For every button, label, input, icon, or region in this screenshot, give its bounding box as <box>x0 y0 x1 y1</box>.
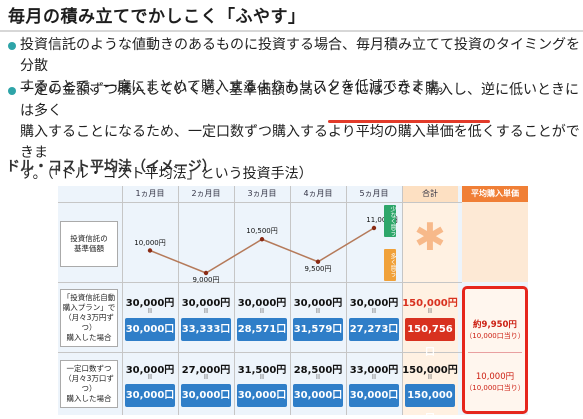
bullet-2-line-3: す。（「ドル・コスト平均法」という投資手法） <box>20 166 313 182</box>
plan-b-total-units: 150,000口 <box>405 384 455 419</box>
plan-a-units-1: 30,000口 <box>125 318 175 341</box>
plan-a-units-5: 27,273口 <box>349 318 399 341</box>
average-price-box <box>462 286 528 414</box>
month-header-2: 2ヵ月目 <box>191 189 221 198</box>
average-divider <box>468 352 522 353</box>
plan-a-eq-2: II <box>203 307 209 315</box>
plan-b-eq-1: II <box>147 373 153 381</box>
plan-a-eq-3: II <box>259 307 265 315</box>
plan-a-amount-2: 30,000円 <box>181 298 231 309</box>
plan-a-amount-1: 30,000円 <box>125 298 175 309</box>
bullet-2-line-2c: ことができま <box>20 124 580 161</box>
plan-b-units-3: 30,000口 <box>237 384 287 407</box>
plan-b-eq-5: II <box>371 373 377 381</box>
grid-line-v2 <box>178 186 179 415</box>
plan-b-eq-3: II <box>259 373 265 381</box>
total-header: 合計 <box>402 186 458 202</box>
plan-a-eq-1: II <box>147 307 153 315</box>
plan-b-average-sub: （10,000口当り） <box>465 384 525 392</box>
grid-line-v1 <box>122 186 123 415</box>
price-marker-1 <box>147 248 153 253</box>
plan-a-total-units: 150,756口 <box>405 318 455 358</box>
emphasis-underline <box>328 120 490 123</box>
plan-b-eq-2: II <box>203 373 209 381</box>
row-label-plan-a: 「投資信託自動 購入プラン」で （月々3万円ずつ） 購入した場合 <box>60 289 118 347</box>
plan-a-units-2: 33,333口 <box>181 318 231 341</box>
month-header-3: 3ヵ月目 <box>247 189 277 198</box>
grid-line-h1 <box>58 202 462 203</box>
plan-b-units-4: 30,000口 <box>293 384 343 407</box>
price-label-2: 9,000円 <box>192 276 220 284</box>
bullet-1-line-2: することで、一度にまとめて購入するよりもリスクを低減できます。 <box>20 79 452 95</box>
bullet-text-1: 投資信託のような値動きのあるものに投資する場合、毎月積み立てて投資のタイミングを… <box>20 35 583 98</box>
bullet-2-line-2: 購入することになるため、一定口数ずつ購入するより平均の購入単価を低くすることがで… <box>20 122 583 164</box>
bullet-text-2: 一定の金額ずつ購入していくと、基準価額の高いときには少なく購入し、逆に低いときに… <box>20 80 583 185</box>
bullet-dot-2 <box>8 87 16 95</box>
section-title: ドル・コスト平均法（イメージ） <box>6 159 216 175</box>
plan-b-average: 10,000円 <box>475 372 515 382</box>
avg-column-upper-bg <box>462 202 528 282</box>
plan-b-amount-1: 30,000円 <box>125 365 175 376</box>
plan-b-units-2: 30,000口 <box>181 384 231 407</box>
plan-a-amount-4: 30,000円 <box>293 298 343 309</box>
title-divider <box>0 30 583 32</box>
grid-line-v6 <box>402 186 403 415</box>
grid-line-v5 <box>346 186 347 415</box>
row-label-plan-b: 一定口数ずつ （月々3万口ずつ） 購入した場合 <box>60 360 118 408</box>
buy-more-tag: 多く買う <box>384 249 396 281</box>
price-marker-5 <box>371 225 377 231</box>
plan-b-total-amount: 150,000円 <box>402 365 458 376</box>
price-label-1: 10,000円 <box>134 238 166 247</box>
bullet-2-line-2a: 購入することになるため、一定口数ずつ購入するより <box>20 124 356 140</box>
avg-header: 平均購入単価 <box>462 186 528 202</box>
plan-b-amount-3: 31,500円 <box>237 365 287 376</box>
bullet-dot-1 <box>8 42 16 50</box>
month-header-5: 5ヵ月目 <box>359 189 389 198</box>
emphasis-text: 平均の購入単価を低くする <box>355 124 524 140</box>
plan-b-units-5: 30,000口 <box>349 384 399 407</box>
month-header-4: 4ヵ月目 <box>303 189 333 198</box>
plan-a-eq-5: II <box>371 307 377 315</box>
row-label-price: 投資信託の 基準価額 <box>60 221 118 267</box>
plan-b-amount-5: 33,000円 <box>349 365 399 376</box>
plan-a-average: 約9,950円 <box>473 320 517 330</box>
month-header-1: 1ヵ月目 <box>135 189 165 198</box>
plan-b-units-1: 30,000口 <box>125 384 175 407</box>
grid-line-h2 <box>58 282 462 283</box>
page-title: 毎月の積み立てでかしこく「ふやす」 <box>8 7 306 27</box>
price-markers <box>147 225 377 276</box>
asterisk-icon: ✱ <box>414 215 446 259</box>
buy-less-tag: 少なく買う <box>384 205 396 237</box>
price-marker-3 <box>259 237 265 242</box>
plan-b-amount-2: 27,000円 <box>181 365 231 376</box>
plan-b-eq-total: II <box>427 373 433 381</box>
plan-a-eq-total: II <box>427 307 433 315</box>
plan-a-eq-4: II <box>315 307 321 315</box>
total-column-bg <box>402 186 458 415</box>
price-marker-2 <box>203 270 209 276</box>
price-marker-4 <box>315 259 321 264</box>
price-label-5: 11,000円 <box>366 216 398 224</box>
plan-a-units-3: 28,571口 <box>237 318 287 341</box>
bullet-2-line-1: 一定の金額ずつ購入していくと、基準価額の高いときには少なく購入し、逆に低いときに… <box>20 82 580 119</box>
plan-a-amount-5: 30,000円 <box>349 298 399 309</box>
price-label-3: 10,500円 <box>246 227 278 236</box>
plan-b-amount-4: 28,500円 <box>293 365 343 376</box>
plan-a-total-amount: 150,000円 <box>402 298 458 309</box>
grid-line-h3 <box>58 352 462 353</box>
plan-b-eq-4: II <box>315 373 321 381</box>
grid-line-v4 <box>290 186 291 415</box>
plan-a-amount-3: 30,000円 <box>237 298 287 309</box>
grid-line-v3 <box>234 186 235 415</box>
plan-a-average-sub: （10,000口当り） <box>465 332 525 340</box>
bullet-1-line-1: 投資信託のような値動きのあるものに投資する場合、毎月積み立てて投資のタイミングを… <box>20 37 580 74</box>
price-label-4: 9,500円 <box>304 264 332 273</box>
plan-a-units-4: 31,579口 <box>293 318 343 341</box>
